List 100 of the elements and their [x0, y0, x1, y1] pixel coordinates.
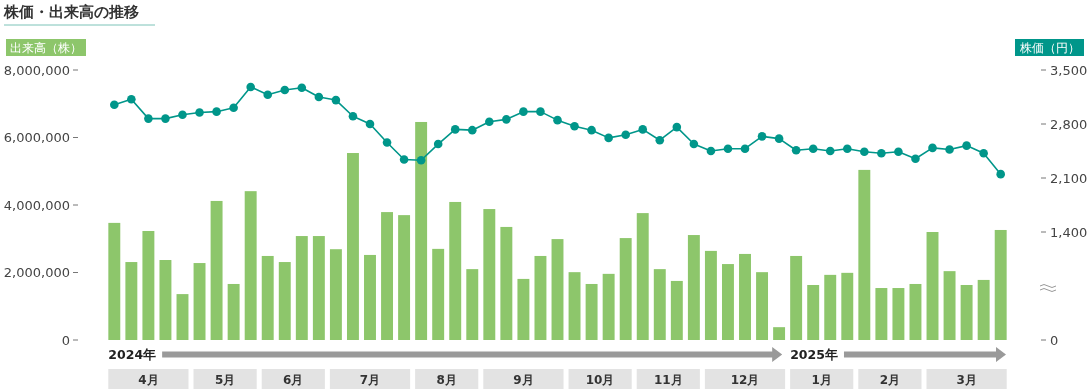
- x-tick-label: 4月: [138, 373, 159, 387]
- point: [860, 147, 869, 157]
- point: [740, 144, 750, 153]
- bar: [381, 212, 394, 340]
- bar: [364, 254, 376, 340]
- bar: [244, 191, 257, 340]
- y-tick-label: 8,000,000: [3, 62, 70, 78]
- point: [638, 125, 648, 134]
- bar: [159, 260, 172, 340]
- point: [433, 139, 443, 149]
- y-tick-label: 0: [61, 332, 70, 348]
- point: [502, 115, 511, 124]
- point: [621, 130, 630, 140]
- point: [297, 83, 307, 93]
- bar: [500, 226, 513, 340]
- point: [519, 107, 528, 116]
- bar: [670, 280, 683, 340]
- bar: [824, 274, 837, 340]
- point: [536, 107, 545, 116]
- point: [263, 90, 273, 99]
- bar: [432, 248, 445, 340]
- x-tick-label: 1月: [811, 373, 832, 387]
- bar: [704, 250, 717, 340]
- y2-tick-label: 0: [1050, 332, 1059, 348]
- point: [723, 144, 733, 153]
- x-tick-label: 7月: [359, 373, 381, 387]
- point: [928, 143, 937, 153]
- x-tick-label: 12月: [730, 373, 760, 387]
- chart-title: 株価・出来高の推移: [3, 3, 139, 21]
- bar: [449, 201, 462, 340]
- y2-tick-label: 2,800: [1050, 116, 1088, 132]
- y2-tick-label: 3,500: [1050, 62, 1088, 78]
- bar: [858, 169, 871, 340]
- bar: [534, 255, 547, 340]
- bar: [142, 230, 155, 340]
- bar: [551, 239, 564, 340]
- y-tick-label: 2,000,000: [3, 265, 70, 280]
- point: [791, 145, 801, 155]
- point: [280, 85, 290, 95]
- bar: [739, 253, 751, 340]
- y2-tick-label: 1,400: [1050, 224, 1088, 240]
- bar: [977, 279, 990, 340]
- bar: [721, 264, 734, 340]
- bar: [773, 327, 786, 340]
- bar: [636, 213, 649, 340]
- x-tick-label: 9月: [513, 373, 534, 387]
- bar: [483, 209, 496, 340]
- x-tick-label: 2月: [879, 373, 901, 387]
- point: [604, 133, 613, 143]
- point: [774, 134, 784, 143]
- x-tick-label: 8月: [436, 373, 457, 387]
- point: [587, 125, 596, 135]
- bar: [210, 200, 223, 340]
- bar: [517, 278, 530, 340]
- point: [808, 144, 818, 153]
- bar: [653, 269, 666, 340]
- y-axis-title: 出来高（株）: [10, 41, 82, 55]
- bar: [568, 272, 581, 340]
- text: 2025年: [790, 347, 838, 362]
- point: [979, 149, 988, 158]
- bar: [329, 249, 342, 340]
- point: [467, 125, 477, 135]
- x-tick-label: 11月: [653, 373, 683, 387]
- bar: [585, 283, 598, 340]
- point: [161, 114, 170, 123]
- point: [842, 144, 852, 153]
- bar: [892, 288, 905, 340]
- y-tick-label: 6,000,000: [3, 130, 70, 145]
- bar: [261, 255, 274, 340]
- point: [382, 138, 392, 147]
- point: [314, 92, 324, 102]
- bar: [108, 222, 121, 340]
- point: [195, 108, 204, 117]
- point: [178, 110, 187, 120]
- bar: [466, 269, 479, 340]
- point: [331, 95, 341, 105]
- bar: [346, 153, 359, 340]
- point: [689, 139, 699, 149]
- bar: [841, 272, 854, 340]
- point: [672, 122, 682, 132]
- bar: [960, 284, 973, 340]
- point: [229, 103, 238, 113]
- point: [706, 146, 716, 156]
- point: [962, 141, 971, 150]
- bar: [227, 283, 240, 340]
- point: [894, 147, 903, 157]
- bar: [790, 255, 803, 340]
- x-tick-label: 6月: [283, 373, 304, 387]
- x-tick-label: 3月: [956, 373, 977, 387]
- point: [416, 155, 426, 165]
- point: [945, 145, 954, 154]
- x-tick-label: 5月: [214, 373, 236, 387]
- bar: [994, 229, 1007, 340]
- bar: [909, 283, 922, 340]
- point: [825, 146, 835, 156]
- point: [399, 155, 409, 164]
- y2-tick-label: 2,100: [1050, 170, 1088, 186]
- bar: [415, 121, 428, 340]
- bar: [875, 288, 888, 340]
- point: [655, 135, 665, 145]
